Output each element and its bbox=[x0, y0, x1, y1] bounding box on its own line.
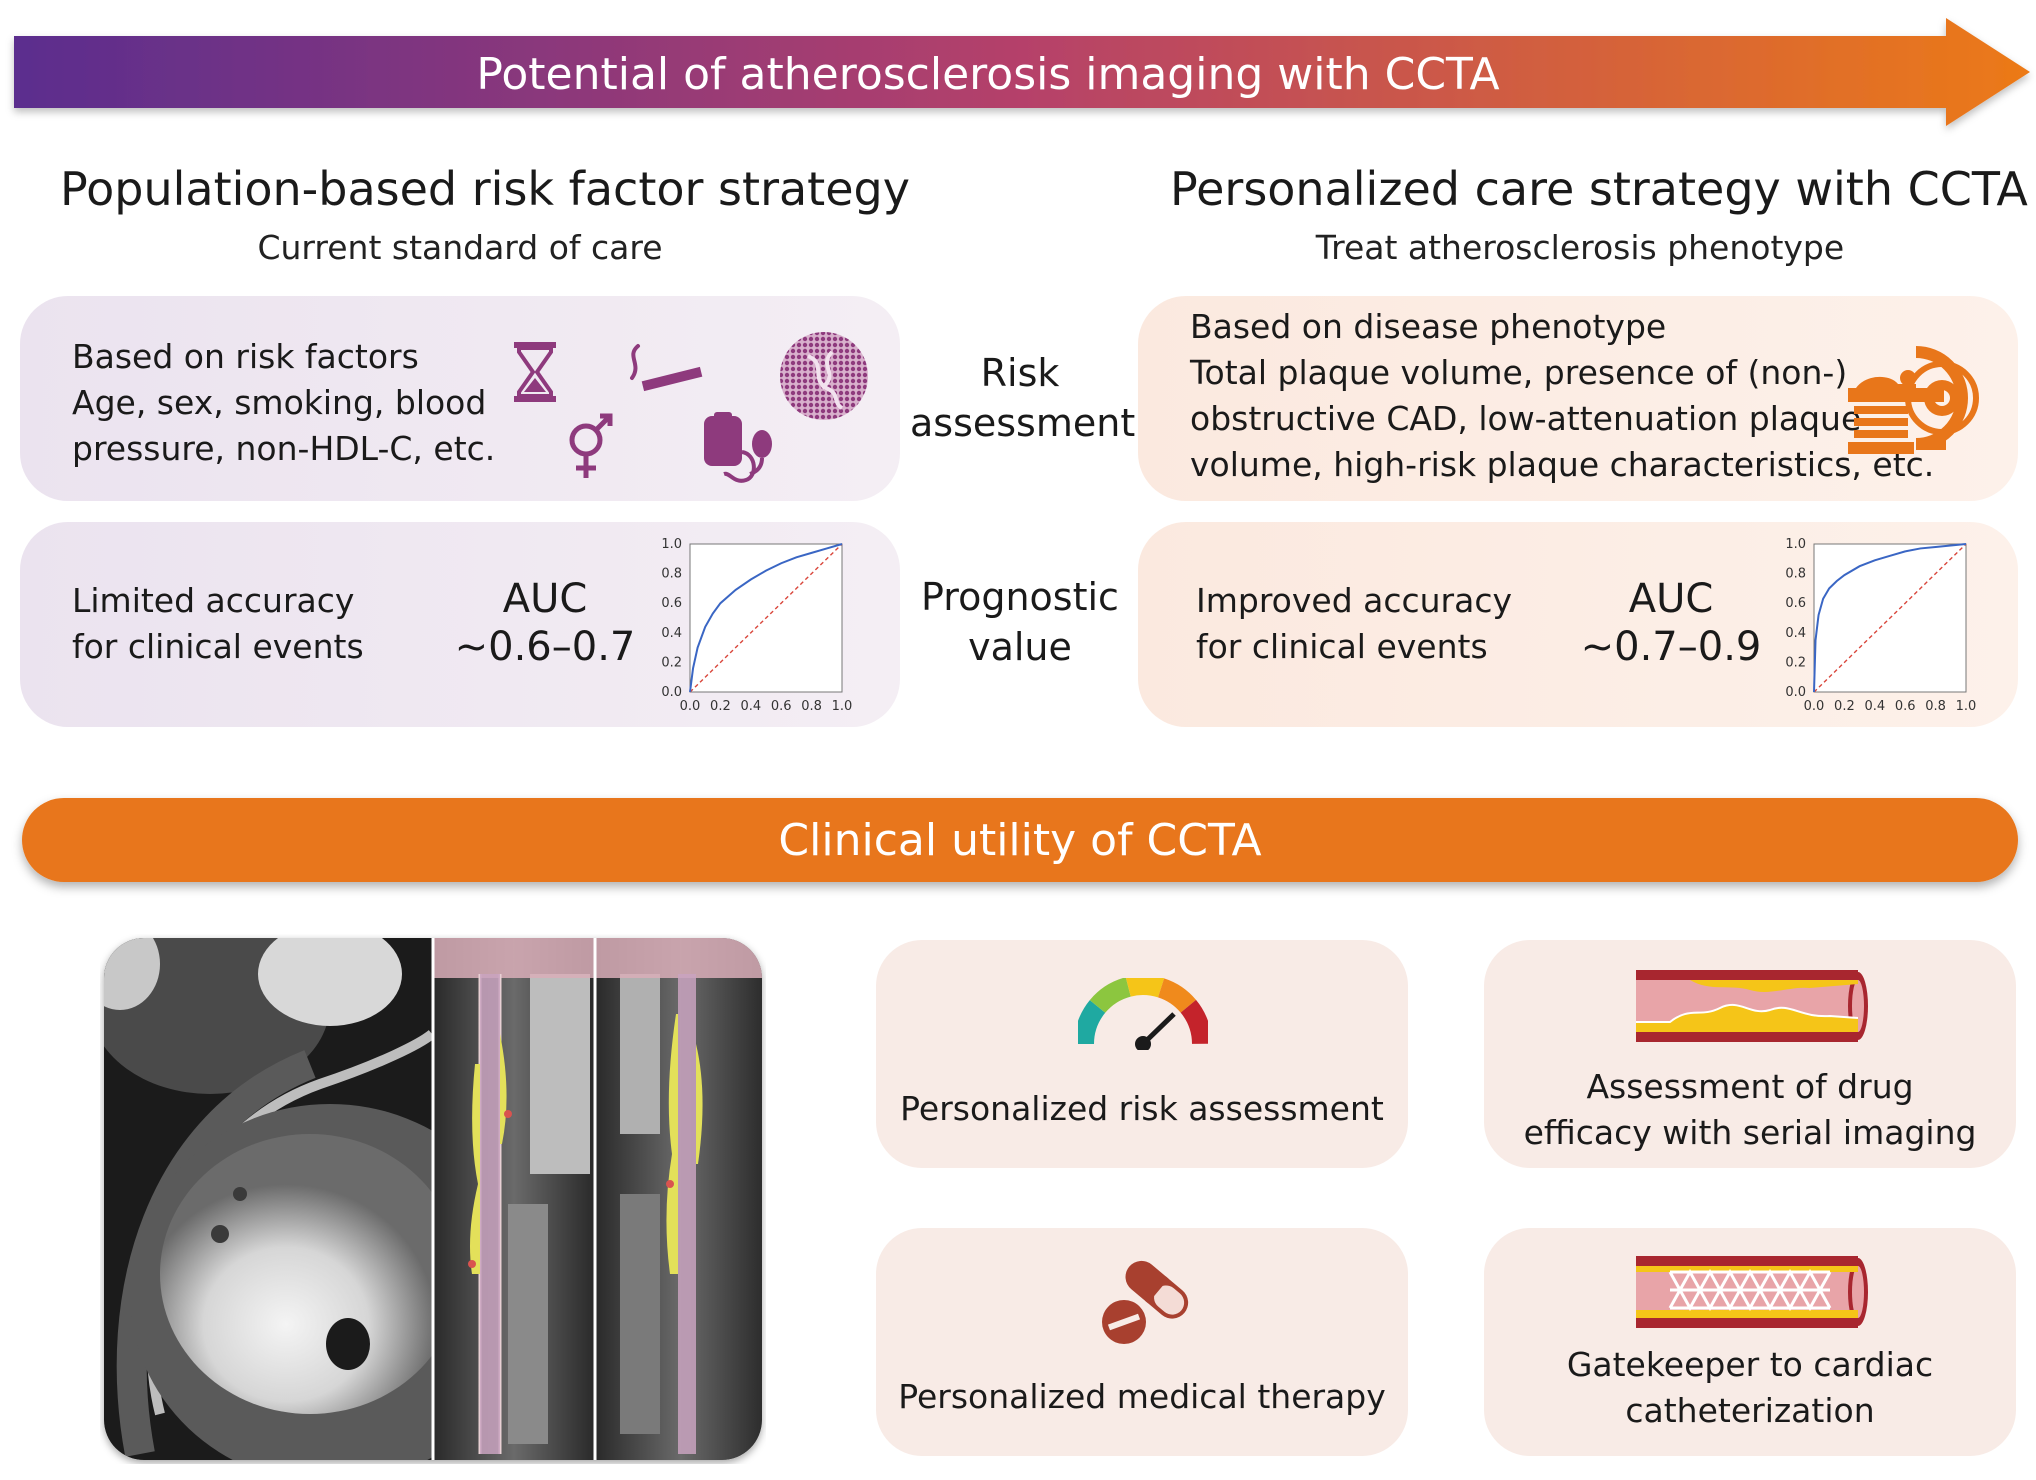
roc-right-ytick: 0.8 bbox=[1785, 567, 1806, 582]
tile-gatekeeper-label-2: catheterization bbox=[1625, 1391, 1875, 1430]
prognostic-value-label-2: value bbox=[968, 625, 1072, 669]
tile-medical-therapy: Personalized medical therapy bbox=[876, 1228, 1408, 1456]
roc-right-ytick: 1.0 bbox=[1785, 537, 1806, 552]
gender-icon bbox=[569, 413, 613, 478]
right-auc-label: AUC bbox=[1628, 576, 1714, 622]
tile-drug-efficacy-label-2: efficacy with serial imaging bbox=[1523, 1113, 1977, 1152]
improved-accuracy-line-2: for clinical events bbox=[1196, 627, 1488, 666]
phenotype-line-3: volume, high-risk plaque characteristics… bbox=[1190, 445, 1935, 484]
dna-icon bbox=[780, 332, 868, 420]
roc-left-ytick: 0.6 bbox=[661, 596, 682, 611]
phenotype-line-2: obstructive CAD, low-attenuation plaque bbox=[1190, 399, 1862, 438]
roc-right-ytick: 0.2 bbox=[1785, 655, 1806, 670]
banner-arrow bbox=[14, 18, 2030, 126]
roc-chart-left: 0.0 0.2 0.4 0.6 0.8 1.0 0.0 0.2 0.4 0.6 0.8 1.0 bbox=[661, 537, 853, 714]
tile-personalized-risk-label: Personalized risk assessment bbox=[900, 1089, 1384, 1128]
risk-factors-line-1: Age, sex, smoking, blood bbox=[72, 383, 487, 422]
risk-factors-title: Based on risk factors bbox=[72, 337, 419, 376]
tile-medical-therapy-label: Personalized medical therapy bbox=[898, 1377, 1386, 1416]
roc-right-xtick: 0.0 bbox=[1804, 699, 1825, 714]
clinical-utility-title: Clinical utility of CCTA bbox=[778, 814, 1262, 866]
risk-assessment-label-2: assessment bbox=[910, 401, 1136, 445]
limited-accuracy-line-2: for clinical events bbox=[72, 627, 364, 666]
roc-left-xtick: 1.0 bbox=[832, 699, 853, 714]
roc-left-xtick: 0.6 bbox=[771, 699, 792, 714]
roc-left-ytick: 0.8 bbox=[661, 567, 682, 582]
clinical-utility-bar bbox=[22, 798, 2018, 882]
phenotype-title: Based on disease phenotype bbox=[1190, 307, 1667, 346]
blood-pressure-icon bbox=[704, 412, 772, 483]
roc-left-ytick: 0.2 bbox=[661, 655, 682, 670]
roc-left-xtick: 0.4 bbox=[740, 699, 761, 714]
phenotype-line-1: Total plaque volume, presence of (non-) bbox=[1190, 353, 1848, 392]
roc-right-xtick: 0.2 bbox=[1834, 699, 1855, 714]
hourglass-icon bbox=[514, 342, 556, 402]
pill-icon bbox=[1102, 1260, 1189, 1344]
artery-plaque-icon bbox=[1636, 970, 1868, 1042]
tile-drug-efficacy-label-1: Assessment of drug bbox=[1586, 1067, 1914, 1106]
risk-factors-line-2: pressure, non-HDL-C, etc. bbox=[72, 429, 496, 468]
tile-gatekeeper: Gatekeeper to cardiac catheterization bbox=[1484, 1228, 2016, 1456]
right-auc-value: ~0.7–0.9 bbox=[1580, 624, 1762, 670]
roc-right-diagonal bbox=[1813, 543, 1967, 693]
roc-right-ytick: 0.6 bbox=[1785, 596, 1806, 611]
roc-left-xtick: 0.0 bbox=[680, 699, 701, 714]
roc-left-xtick: 0.2 bbox=[710, 699, 731, 714]
tile-drug-efficacy: Assessment of drug efficacy with serial … bbox=[1484, 940, 2016, 1168]
right-subheading: Treat atherosclerosis phenotype bbox=[1315, 228, 1845, 267]
roc-left-ytick: 0.4 bbox=[661, 626, 682, 641]
roc-right-xtick: 0.8 bbox=[1925, 699, 1946, 714]
tile-gatekeeper-label-1: Gatekeeper to cardiac bbox=[1566, 1345, 1934, 1384]
roc-right-ytick: 0.4 bbox=[1785, 626, 1806, 641]
ct-scanner-icon bbox=[1848, 346, 1979, 454]
improved-accuracy-line-1: Improved accuracy bbox=[1196, 581, 1513, 620]
roc-right-xtick: 0.4 bbox=[1864, 699, 1885, 714]
gauge-icon bbox=[1078, 978, 1208, 1050]
roc-left-ytick: 0.0 bbox=[661, 685, 682, 700]
left-auc-value: ~0.6–0.7 bbox=[454, 624, 636, 670]
risk-assessment-label-1: Risk bbox=[980, 351, 1060, 395]
roc-left-xtick: 0.8 bbox=[801, 699, 822, 714]
roc-left-ytick: 1.0 bbox=[661, 537, 682, 552]
roc-right-ytick: 0.0 bbox=[1785, 685, 1806, 700]
stent-icon bbox=[1636, 1256, 1868, 1328]
tile-personalized-risk: Personalized risk assessment bbox=[876, 940, 1408, 1168]
left-subheading: Current standard of care bbox=[257, 228, 663, 267]
ccta-image bbox=[104, 938, 762, 1460]
left-auc-label: AUC bbox=[502, 576, 588, 622]
left-heading: Population-based risk factor strategy bbox=[60, 162, 910, 216]
roc-right-xtick: 1.0 bbox=[1956, 699, 1977, 714]
roc-right-xtick: 0.6 bbox=[1895, 699, 1916, 714]
banner-title: Potential of atherosclerosis imaging wit… bbox=[476, 48, 1500, 100]
limited-accuracy-line-1: Limited accuracy bbox=[72, 581, 355, 620]
roc-left-diagonal bbox=[689, 543, 843, 693]
right-heading: Personalized care strategy with CCTA bbox=[1170, 162, 2028, 216]
prognostic-value-label-1: Prognostic bbox=[921, 575, 1119, 619]
cigarette-icon bbox=[630, 344, 703, 392]
roc-chart-right: 0.0 0.2 0.4 0.6 0.8 1.0 0.0 0.2 0.4 0.6 0.8 1.0 bbox=[1785, 537, 1977, 714]
roc-left-curve bbox=[689, 543, 843, 693]
